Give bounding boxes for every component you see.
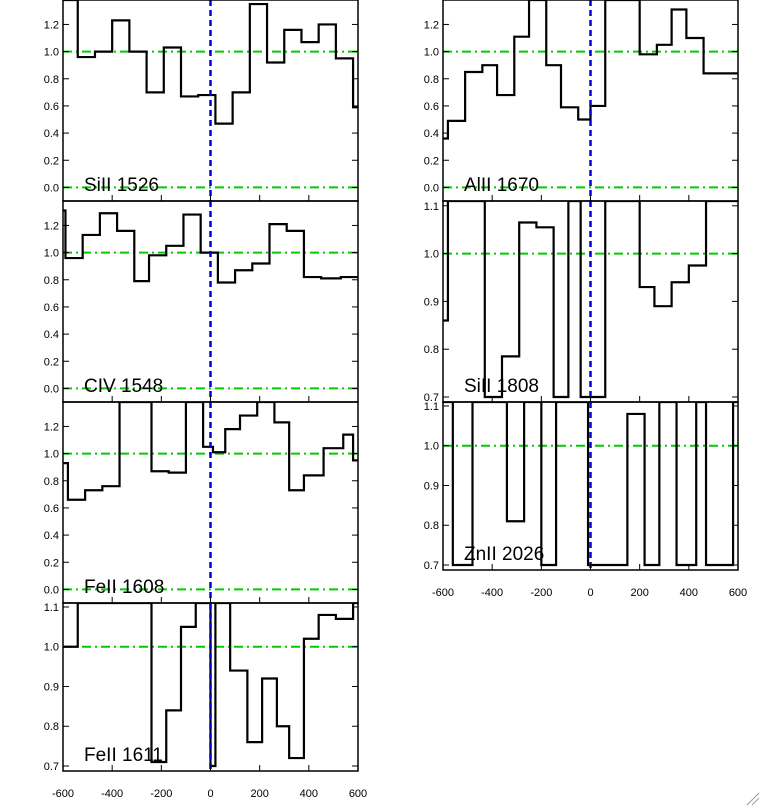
x-tick-label: -200 <box>530 587 552 599</box>
y-tick-label: 1.2 <box>44 19 59 31</box>
x-tick-label: -400 <box>101 788 123 800</box>
y-tick-label: 1.0 <box>424 249 439 261</box>
spectrum-feii-1611 <box>63 603 358 768</box>
y-tick-label: 0.2 <box>44 356 59 368</box>
panel-siii-1526: 0.0 0.2 0.4 0.6 0.8 1.0 1.2 SiII 1526 <box>44 0 359 202</box>
y-tick-label: 0.9 <box>424 296 439 308</box>
x-tick-label: 200 <box>630 587 648 599</box>
x-tick-label: 400 <box>680 587 698 599</box>
y-tick-label: 0.7 <box>44 761 59 773</box>
panel-label: FeII 1611 <box>84 745 163 766</box>
spectrum-civ-1548 <box>63 209 358 284</box>
y-tick-label: 0.8 <box>424 74 439 86</box>
y-tick-label: 0.8 <box>44 74 59 86</box>
panel-civ-1548: 0.0 0.2 0.4 0.6 0.8 1.0 1.2 CIV 1548 <box>44 200 359 403</box>
y-tick-label: 0.0 <box>424 182 439 194</box>
y-tick-label: 0.9 <box>424 480 439 492</box>
y-tick-label: 0.0 <box>44 182 59 194</box>
y-tick-label: 0.4 <box>44 530 59 542</box>
y-tick-label: 0.4 <box>424 128 439 140</box>
spectrum-siii-1808 <box>443 201 738 399</box>
y-tick-label: 1.2 <box>424 19 439 31</box>
y-tick-label: 1.0 <box>44 248 59 260</box>
x-tick-label: 200 <box>250 788 268 800</box>
y-tick-label: 0.2 <box>44 557 59 569</box>
y-tick-label: 0.4 <box>44 128 59 140</box>
y-tick-label: 0.4 <box>44 329 59 341</box>
spectrum-alii-1670 <box>443 0 738 140</box>
y-tick-label: 0.2 <box>44 155 59 167</box>
x-tick-label: -400 <box>481 587 503 599</box>
panel-label: FeII 1608 <box>84 577 164 598</box>
x-tick-label: -600 <box>52 788 74 800</box>
y-tick-label: 0.2 <box>424 155 439 167</box>
resize-grip-icon[interactable] <box>746 792 760 806</box>
y-tick-label: 0.7 <box>424 560 439 572</box>
x-tick-label: 400 <box>300 788 318 800</box>
panel-alii-1670: 0.0 0.2 0.4 0.6 0.8 1.0 1.2 AlII 1670 <box>424 0 739 202</box>
panel-label: SiII 1808 <box>464 376 539 397</box>
y-tick-label: 1.0 <box>44 642 59 654</box>
y-tick-label: 1.0 <box>44 449 59 461</box>
y-tick-label: 0.0 <box>44 584 59 596</box>
y-tick-label: 0.6 <box>424 101 439 113</box>
panel-label: AlII 1670 <box>464 175 539 196</box>
x-tick-label: 600 <box>349 788 367 800</box>
panel-znii-2026: 0.7 0.8 0.9 1.0 1.1 -600 -400 -200 0 200 400 600 ZnI… <box>424 401 747 599</box>
panel-label: CIV 1548 <box>84 376 163 397</box>
y-tick-label: 1.0 <box>424 47 439 59</box>
panel-feii-1608: 0.0 0.2 0.4 0.6 0.8 1.0 1.2 FeII 1608 <box>44 401 359 604</box>
x-tick-label: 0 <box>587 587 593 599</box>
y-tick-label: 1.1 <box>424 201 439 213</box>
y-tick-label: 0.0 <box>44 383 59 395</box>
y-tick-label: 1.2 <box>44 220 59 232</box>
y-tick-label: 1.0 <box>44 47 59 59</box>
x-tick-label: -600 <box>432 587 454 599</box>
y-tick-label: 0.6 <box>44 302 59 314</box>
x-tick-label: 0 <box>207 788 213 800</box>
panel-label: ZnII 2026 <box>464 544 544 565</box>
x-tick-label: -200 <box>150 788 172 800</box>
y-tick-label: 0.7 <box>424 392 439 404</box>
y-tick-label: 0.8 <box>44 721 59 733</box>
y-tick-label: 1.2 <box>44 421 59 433</box>
y-tick-label: 1.1 <box>424 401 439 413</box>
y-tick-label: 0.9 <box>44 681 59 693</box>
panel-label: SiII 1526 <box>84 175 159 196</box>
panel-feii-1611: 0.7 0.8 0.9 1.0 1.1 -600 -400 -200 0 200 400 600 FeI… <box>44 602 367 800</box>
y-tick-label: 0.8 <box>44 275 59 287</box>
spectrum-siii-1526 <box>63 0 358 125</box>
x-tick-label: 600 <box>729 587 747 599</box>
y-tick-label: 0.8 <box>424 520 439 532</box>
spectrum-znii-2026 <box>443 402 738 567</box>
y-tick-label: 1.0 <box>424 441 439 453</box>
spectrum-feii-1608 <box>63 402 358 501</box>
y-tick-label: 0.8 <box>44 476 59 488</box>
panel-siii-1808: 0.7 0.8 0.9 1.0 1.1 SiII 1808 <box>424 200 739 404</box>
y-tick-label: 1.1 <box>44 602 59 614</box>
y-tick-label: 0.6 <box>44 503 59 515</box>
y-tick-label: 0.8 <box>424 344 439 356</box>
y-tick-label: 0.6 <box>44 101 59 113</box>
